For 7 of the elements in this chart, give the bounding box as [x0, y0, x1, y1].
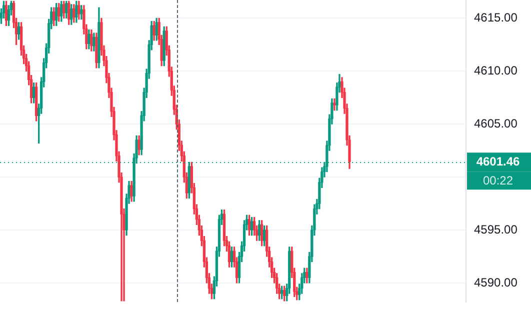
y-tick-label: 4590.00: [474, 275, 518, 290]
text: 00:22: [482, 173, 514, 188]
y-tick-label: 4605.00: [474, 116, 518, 130]
ref-line-label: 4601.46: [476, 154, 520, 168]
y-tick-label: 4595.00: [474, 222, 518, 236]
y-tick-label: 4615.00: [474, 10, 518, 25]
y-tick-label: 4610.00: [474, 63, 518, 78]
